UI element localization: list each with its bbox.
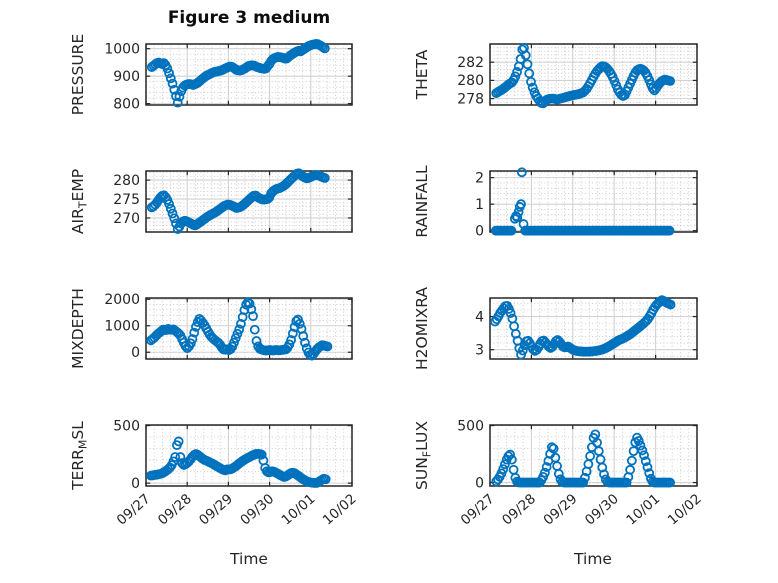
- data-points-sun_flux: [491, 429, 675, 488]
- subplot-theta: 278 280 282 THETA: [413, 43, 698, 109]
- y-tick-label: 2: [475, 170, 484, 186]
- minor-grid: [490, 171, 697, 232]
- x-tick-label: 09/27: [114, 491, 154, 529]
- subplot-rainfall: 0 1 2 RAINFALL: [413, 165, 698, 239]
- axis-tick-marks: [489, 171, 698, 232]
- data-points-pressure: [146, 38, 330, 108]
- x-tick-label: 09/30: [237, 491, 277, 529]
- subplot-sun_flux: 0 500 SUNFLUX 09/27 09/28 09/29 09/30 10/01 10/0…: [413, 418, 705, 528]
- data-points-h2omixra: [490, 295, 676, 360]
- x-tick-label: 09/30: [582, 491, 622, 529]
- y-axis-label-air_temp: AIRTEMP: [69, 169, 90, 234]
- plot-frame: [145, 43, 353, 106]
- y-tick-label: 0: [131, 345, 140, 361]
- y-tick-label: 282: [457, 55, 484, 71]
- y-tick-label: 2000: [104, 292, 140, 308]
- subplot-pressure: 800 900 1000 PRESSURE: [69, 34, 353, 115]
- x-tick-label: 09/29: [196, 491, 236, 529]
- plot-frame: [145, 170, 353, 233]
- y-tick-labels: 0 1 2: [475, 170, 484, 239]
- x-axis-label-left: Time: [230, 550, 268, 568]
- y-axis-label-h2omixra: H2OMIXRA: [413, 287, 431, 370]
- subplot-mixdepth: 0 1000 2000 MIXDEPTH: [69, 288, 353, 369]
- y-tick-labels: 270 275 280: [113, 173, 140, 227]
- x-axis-label-right: Time: [574, 550, 612, 568]
- axis-tick-marks: [489, 44, 698, 105]
- y-tick-label: 4: [475, 309, 484, 325]
- y-tick-label: 280: [113, 173, 140, 189]
- plot-frame: [489, 43, 698, 106]
- plot-frame: [489, 170, 698, 233]
- y-tick-label: 0: [131, 476, 140, 492]
- axis-tick-marks: [145, 171, 353, 232]
- y-tick-label: 500: [457, 418, 484, 434]
- axis-tick-marks: [145, 44, 353, 105]
- y-tick-label: 1: [475, 197, 484, 213]
- y-tick-labels: 0 1000 2000: [104, 292, 140, 361]
- major-grid: [146, 44, 352, 105]
- major-grid: [490, 171, 697, 232]
- data-points-rainfall: [490, 167, 675, 236]
- y-tick-label: 270: [113, 211, 140, 227]
- y-tick-label: 800: [113, 96, 140, 112]
- x-tick-labels: 09/27 09/28 09/29 09/30 10/01 10/02: [114, 491, 360, 529]
- y-axis-label-sun_flux: SUNFLUX: [413, 421, 434, 490]
- x-tick-label: 09/28: [155, 491, 195, 529]
- y-tick-label: 1000: [104, 41, 140, 57]
- minor-grid: [490, 425, 697, 486]
- data-points-theta: [491, 43, 675, 109]
- y-axis-label-pressure: PRESSURE: [69, 34, 87, 116]
- plot-frame: [489, 424, 698, 487]
- y-tick-labels: 0 500: [457, 418, 484, 491]
- y-tick-label: 1000: [104, 319, 140, 335]
- y-axis-label-terr_msl: TERRMSL: [69, 421, 90, 491]
- plot-frame: [489, 297, 698, 360]
- y-axis-label-theta: THETA: [413, 49, 431, 100]
- y-axis-label-rainfall: RAINFALL: [413, 165, 431, 238]
- x-tick-label: 10/02: [320, 491, 360, 529]
- x-tick-label: 10/01: [279, 491, 319, 529]
- y-tick-labels: 800 900 1000: [104, 41, 140, 112]
- x-tick-labels: 09/27 09/28 09/29 09/30 10/01 10/02: [458, 491, 705, 529]
- minor-grid: [146, 44, 352, 105]
- y-tick-label: 278: [457, 91, 484, 107]
- data-points-mixdepth: [146, 297, 333, 361]
- x-tick-label: 09/28: [499, 491, 539, 529]
- y-tick-label: 0: [475, 475, 484, 491]
- y-tick-labels: 0 500: [113, 418, 140, 492]
- plot-frame: [145, 424, 353, 487]
- x-tick-label: 09/29: [541, 491, 581, 529]
- y-tick-label: 0: [475, 223, 484, 239]
- subplot-air_temp: 270 275 280 AIRTEMP: [69, 168, 353, 234]
- y-tick-label: 500: [113, 418, 140, 434]
- y-axis-label-mixdepth: MIXDEPTH: [69, 288, 87, 369]
- x-tick-label: 10/02: [665, 491, 705, 529]
- y-tick-label: 280: [457, 73, 484, 89]
- x-tick-label: 10/01: [623, 491, 663, 529]
- data-points-terr_msl: [146, 436, 331, 488]
- y-tick-label: 275: [113, 192, 140, 208]
- data-points-air_temp: [146, 168, 330, 234]
- y-tick-label: 900: [113, 69, 140, 85]
- y-tick-labels: 278 280 282: [457, 55, 484, 107]
- x-tick-label: 09/27: [458, 491, 498, 529]
- y-tick-label: 3: [475, 343, 484, 359]
- figure-title: Figure 3 medium: [167, 8, 331, 28]
- subplot-terr_msl: 0 500 TERRMSL 09/27 09/28 09/29 09/30 10/01 10/0…: [69, 418, 360, 528]
- y-tick-labels: 34: [475, 309, 484, 358]
